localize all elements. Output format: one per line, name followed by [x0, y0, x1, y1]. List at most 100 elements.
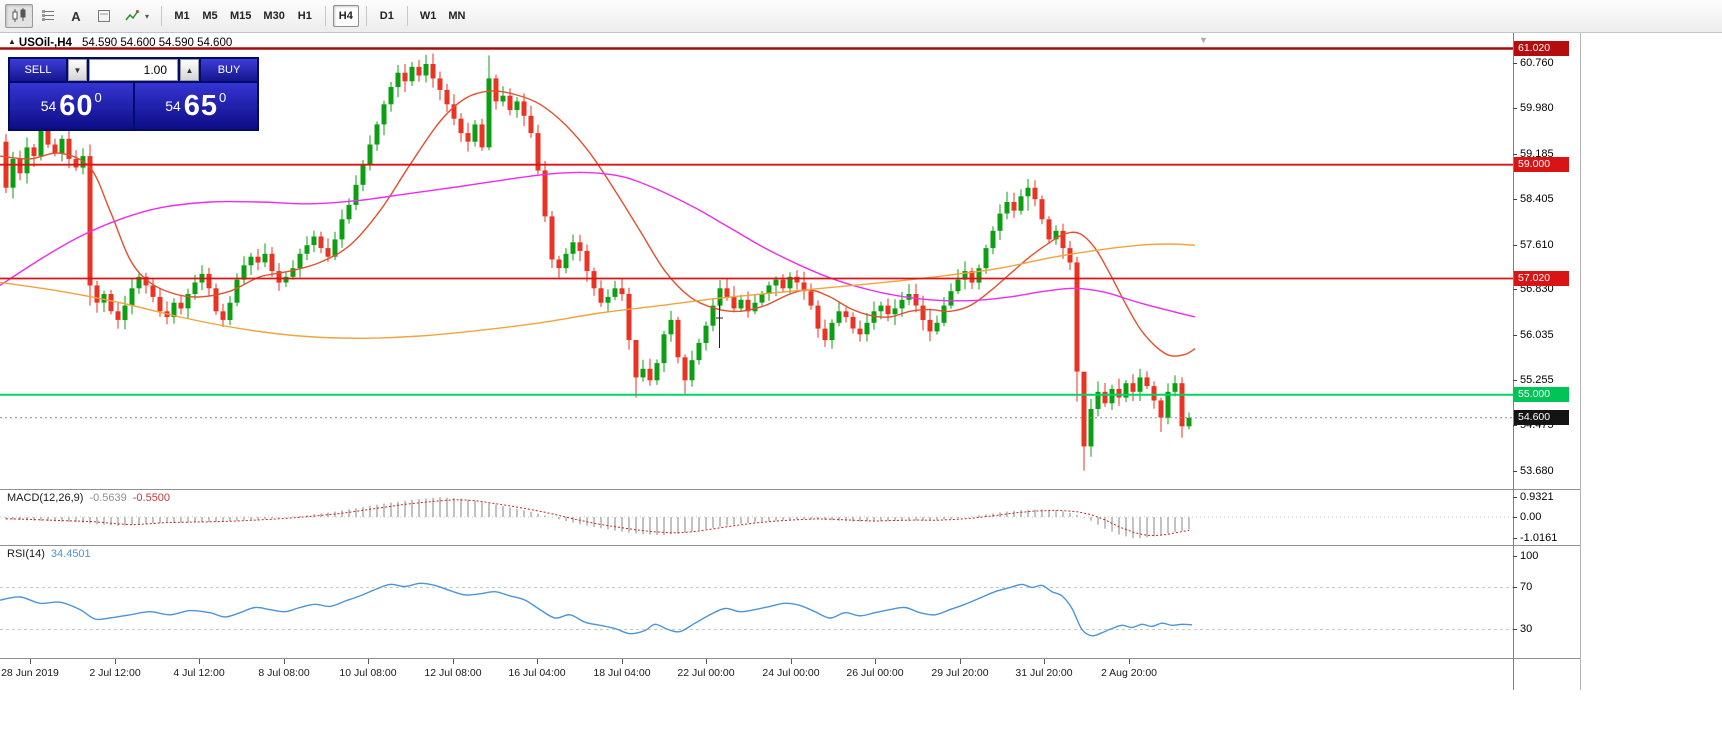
volume-input[interactable]: 1.00 — [89, 59, 178, 81]
timeframe-m15-button[interactable]: M15 — [230, 10, 252, 22]
time-tick-label: 31 Jul 20:00 — [1015, 667, 1073, 679]
candlestick-chart-icon-button[interactable] — [5, 4, 33, 28]
timeframe-m5-button[interactable]: M5 — [202, 10, 218, 22]
time-tickmark — [960, 659, 961, 664]
sell-price-display[interactable]: 54 60 0 — [10, 83, 133, 129]
axis-tickmark — [1513, 629, 1517, 630]
timeframe-m30-button[interactable]: M30 — [263, 10, 285, 22]
timeframe-m1-button[interactable]: M1 — [174, 10, 190, 22]
time-tickmark — [537, 659, 538, 664]
indicators-icon — [125, 10, 139, 21]
axis-tickmark — [1513, 154, 1517, 155]
time-tickmark — [115, 659, 116, 664]
price-tick-label: 55.255 — [1520, 374, 1554, 386]
chart-shift-marker[interactable]: ▼ — [1199, 35, 1208, 45]
time-tickmark — [284, 659, 285, 664]
object-frame-tool-button[interactable] — [91, 4, 117, 28]
indicators-menu-button[interactable]: ▾ — [119, 4, 154, 28]
time-axis-separator[interactable] — [0, 658, 1580, 659]
time-tick-label: 12 Jul 08:00 — [424, 667, 482, 679]
time-tick-label: 22 Jul 00:00 — [677, 667, 735, 679]
axis-tickmark — [1513, 471, 1517, 472]
chevron-down-icon: ▾ — [145, 11, 150, 21]
rsi-axis-label: 30 — [1520, 623, 1533, 635]
time-tickmark — [622, 659, 623, 664]
rsi-chart[interactable] — [0, 546, 1513, 658]
price-tick-label: 56.035 — [1520, 329, 1554, 341]
time-tick-label: 16 Jul 04:00 — [508, 667, 566, 679]
toolbar: A ▾ M1 M5 M15 M30 H1 H4 D1 W1 MN — [0, 0, 1722, 33]
ma-fast — [0, 90, 1196, 357]
rsi-value: 34.4501 — [50, 548, 91, 560]
time-tick-label: 4 Jul 12:00 — [173, 667, 225, 679]
time-tick-label: 29 Jul 20:00 — [931, 667, 989, 679]
volume-up-button[interactable]: ▲ — [180, 59, 199, 81]
axis-tickmark — [1513, 587, 1517, 588]
buy-price-display[interactable]: 54 65 0 — [134, 83, 257, 129]
axis-tickmark — [1513, 289, 1517, 290]
macd-panel-resize-separator[interactable] — [0, 489, 1580, 490]
price-level-label-54.600: 54.600 — [1514, 410, 1569, 425]
timeframe-d1-button[interactable]: D1 — [379, 10, 394, 22]
macd-axis-label: -1.0161 — [1520, 532, 1558, 544]
time-tickmark — [453, 659, 454, 664]
buy-price-prefix: 54 — [165, 98, 181, 114]
axis-tickmark — [1513, 108, 1517, 109]
axis-tickmark — [1513, 199, 1517, 200]
axis-tickmark — [1513, 517, 1517, 518]
price-axis: 60.760 59.980 59.185 58.405 57.610 56.830 56.0… — [1513, 33, 1580, 690]
time-tickmark — [368, 659, 369, 664]
time-tick-label: 28 Jun 2019 — [1, 667, 59, 679]
macd-label: MACD(12,26,9) -0.5639 -0.5500 — [7, 492, 170, 504]
chart-title: ▲ USOil-,H4 54.590 54.600 54.590 54.600 — [8, 37, 232, 49]
grid-icon-button[interactable] — [35, 4, 61, 28]
axis-tickmark — [1513, 380, 1517, 381]
axis-tickmark — [1513, 556, 1517, 557]
time-tick-label: 18 Jul 04:00 — [593, 667, 651, 679]
price-level-label-55.000: 55.000 — [1514, 387, 1569, 402]
macd-axis-label: 0.9321 — [1520, 491, 1554, 503]
time-tickmark — [1129, 659, 1130, 664]
time-tick-label: 24 Jul 00:00 — [762, 667, 820, 679]
rsi-panel-resize-separator[interactable] — [0, 545, 1580, 546]
timeframe-h4-button[interactable]: H4 — [332, 5, 359, 27]
macd-signal-line — [6, 499, 1190, 537]
text-label-tool-button[interactable]: A — [63, 4, 89, 28]
price-level-label-61.020: 61.020 — [1514, 41, 1569, 56]
timeframe-w1-button[interactable]: W1 — [419, 10, 437, 22]
time-tick-label: 10 Jul 08:00 — [339, 667, 397, 679]
time-tick-label: 8 Jul 08:00 — [258, 667, 310, 679]
buy-price-point: 0 — [219, 89, 227, 105]
timeframe-h1-button[interactable]: H1 — [297, 10, 312, 22]
toolbar-separator — [161, 6, 163, 26]
axis-tickmark — [1513, 497, 1517, 498]
macd-axis-label: 0.00 — [1520, 511, 1542, 523]
volume-down-button[interactable]: ▼ — [68, 59, 87, 81]
symbol-name: USOil-,H4 — [18, 37, 72, 49]
macd-name: MACD(12,26,9) — [7, 492, 84, 504]
letter-a-icon: A — [71, 8, 81, 24]
price-axis-border — [1513, 33, 1514, 690]
axis-tickmark — [1513, 335, 1517, 336]
price-tick-label: 59.980 — [1520, 102, 1554, 114]
toolbar-separator — [324, 6, 326, 26]
time-tickmark — [706, 659, 707, 664]
time-tickmark — [875, 659, 876, 664]
toolbar-separator — [406, 6, 408, 26]
rsi-label: RSI(14) 34.4501 — [7, 548, 91, 560]
timeframe-mn-button[interactable]: MN — [448, 10, 466, 22]
price-tick-label: 56.830 — [1520, 283, 1554, 295]
ma-slow — [0, 243, 1196, 340]
buy-button[interactable]: BUY — [201, 59, 257, 81]
sell-button[interactable]: SELL — [10, 59, 66, 81]
price-level-label-59.000: 59.000 — [1514, 157, 1569, 172]
buy-price-pips: 65 — [183, 89, 219, 122]
price-tick-label: 53.680 — [1520, 465, 1554, 477]
time-tickmark — [30, 659, 31, 664]
sell-price-prefix: 54 — [40, 98, 57, 114]
macd-signal-value: -0.5500 — [132, 492, 171, 504]
macd-chart[interactable] — [0, 490, 1513, 545]
macd-main-value: -0.5639 — [89, 492, 127, 504]
price-tick-label: 58.405 — [1520, 193, 1554, 205]
frame-icon — [98, 10, 110, 22]
